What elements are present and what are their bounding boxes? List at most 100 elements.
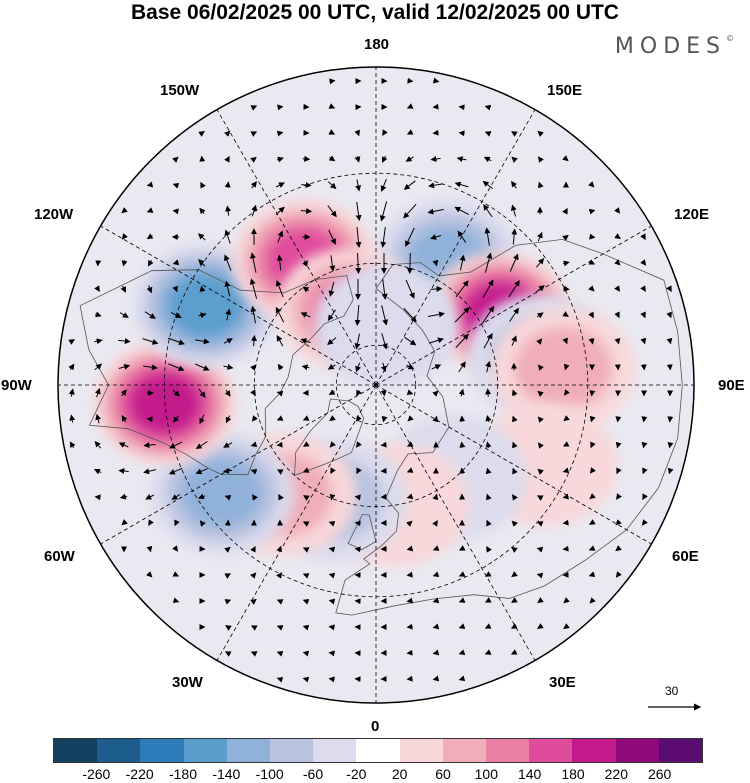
wind-arrow [171, 494, 181, 500]
wind-arrow [119, 312, 129, 318]
wind-arrow [563, 260, 570, 267]
wind-arrow [275, 306, 285, 323]
wind-arrow [251, 334, 257, 347]
lon-label-90e: 90E [718, 377, 745, 394]
wind-arrow [486, 546, 492, 553]
wind-arrow [198, 258, 206, 267]
wind-arrow [482, 279, 494, 298]
wind-arrow [563, 363, 570, 371]
wind-arrow [224, 573, 232, 579]
wind-arrow [428, 337, 444, 344]
wind-arrow [430, 155, 441, 162]
wind-arrow [300, 208, 313, 214]
wind-arrow [406, 545, 414, 552]
wind-arrow [302, 260, 308, 267]
wind-arrow [199, 414, 205, 425]
wind-arrow [458, 649, 466, 656]
colorbar-tick-label: 180 [561, 766, 585, 782]
wind-arrow [95, 311, 102, 318]
wind-arrow [454, 206, 469, 216]
wind-arrow [432, 129, 439, 136]
wind-arrow [355, 441, 362, 448]
meridian-line [216, 384, 377, 661]
wind-arrow [406, 129, 414, 135]
wind-arrow [380, 178, 387, 192]
wind-arrow [172, 571, 180, 577]
wind-arrow [354, 494, 361, 501]
colorbar-swatch [615, 739, 659, 762]
wind-arrow [536, 312, 544, 319]
wind-arrow [563, 597, 570, 604]
colorbar-tick-label: -220 [125, 766, 154, 782]
wind-arrow [537, 468, 544, 475]
wind-arrow [485, 360, 491, 373]
wind-arrow [172, 597, 180, 604]
wind-arrow [666, 311, 672, 319]
wind-arrow [224, 546, 231, 553]
wind-arrow [223, 338, 233, 344]
wind-arrow [146, 207, 154, 213]
anomaly-center [314, 264, 459, 389]
wind-arrow [511, 571, 518, 578]
wind-arrow [302, 415, 310, 421]
colorbar-tick-label: -100 [255, 766, 284, 782]
wind-arrow [458, 388, 465, 397]
wind-arrow [382, 129, 388, 136]
wind-arrow [432, 520, 438, 527]
wind-arrow [455, 280, 469, 298]
wind-arrow [483, 332, 493, 349]
wind-arrow [120, 285, 127, 293]
wind-arrow [667, 441, 674, 449]
wind-arrow [457, 230, 467, 243]
wind-arrow [615, 441, 622, 449]
anomaly-center [491, 306, 636, 431]
wind-arrow [275, 206, 285, 215]
wind-arrow [484, 597, 492, 603]
wind-arrow [250, 252, 257, 273]
wind-arrow [458, 130, 465, 137]
wind-arrow [511, 156, 518, 163]
wind-arrow [199, 155, 206, 162]
wind-arrow [302, 676, 310, 683]
colorbar-swatch [399, 739, 443, 762]
wind-arrow [328, 389, 336, 395]
wind-arrow [354, 546, 361, 553]
colorbar-tick-label: 100 [474, 766, 499, 782]
wind-arrow [173, 415, 180, 423]
wind-arrow [381, 305, 389, 326]
colorbar-swatch [270, 739, 314, 762]
wind-arrow [588, 337, 595, 345]
wind-arrow [250, 625, 258, 631]
wind-arrow [614, 285, 620, 292]
wind-arrow [485, 388, 492, 397]
wind-arrow [328, 572, 336, 579]
wind-arrow [250, 131, 258, 137]
wind-arrow [405, 227, 415, 247]
wind-arrow [427, 311, 445, 318]
wind-arrow [145, 494, 155, 500]
wind-arrow [276, 650, 284, 657]
colorbar-swatch [54, 739, 98, 762]
wind-arrow [562, 467, 570, 474]
wind-arrow [172, 259, 180, 266]
wind-arrow [510, 623, 518, 629]
wind-arrow [328, 546, 336, 553]
wind-arrow [433, 77, 440, 84]
wind-arrow [224, 254, 232, 271]
wind-arrow [250, 389, 256, 396]
wind-arrow [328, 520, 336, 527]
wind-arrow [68, 388, 75, 397]
wind-arrow [589, 467, 596, 474]
wind-arrow [406, 649, 413, 656]
wind-arrow [328, 624, 335, 631]
wind-arrow [563, 389, 570, 396]
wind-arrow [485, 415, 492, 423]
wind-arrow [169, 441, 183, 449]
wind-arrow [224, 130, 231, 137]
wind-arrow [118, 468, 129, 475]
wind-arrow [200, 181, 206, 189]
wind-arrow [588, 545, 596, 551]
wind-arrow [562, 545, 569, 552]
wind-arrow [197, 493, 206, 500]
wind-arrow [481, 305, 495, 324]
